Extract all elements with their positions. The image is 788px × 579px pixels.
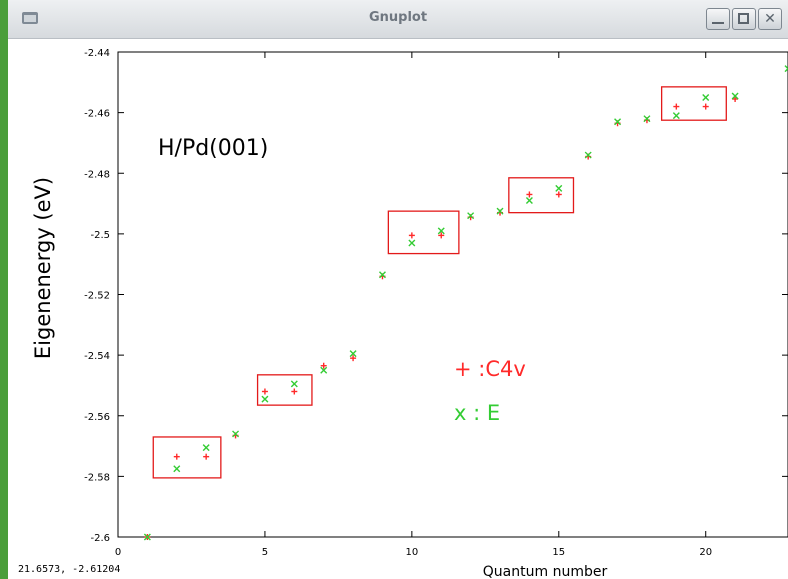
degenerate-pair-box: [256, 374, 313, 406]
data-point-c4v: [291, 388, 298, 395]
data-point-e: [143, 533, 151, 541]
y-tick-label: -2.48: [84, 169, 110, 180]
y-axis-label: Eigenenergy (eV): [31, 177, 55, 359]
data-point-e: [672, 112, 680, 120]
plot-canvas[interactable]: -2.6 -2.58 -2.56 -2.54 -2.52 -2.5 -2.48 -2.46 -2…: [8, 38, 788, 579]
x-tick-label: 0: [115, 547, 121, 558]
app-menu-icon[interactable]: [22, 12, 38, 24]
data-point-c4v: [320, 362, 327, 369]
data-point-c4v: [526, 191, 533, 198]
data-point-e: [378, 271, 386, 279]
data-point-c4v: [203, 453, 210, 460]
data-point-c4v: [732, 95, 739, 102]
legend-entry-c4v: + :C4v: [454, 357, 526, 381]
data-point-e: [643, 115, 651, 123]
x-axis-label: Quantum number: [483, 564, 608, 579]
title-bar[interactable]: Gnuplot ✕: [8, 0, 788, 39]
y-tick-label: -2.52: [84, 291, 110, 302]
degenerate-pair-box: [152, 436, 222, 479]
data-point-c4v: [173, 453, 180, 460]
data-point-c4v: [673, 103, 680, 110]
data-point-c4v: [555, 191, 562, 198]
data-point-e: [525, 197, 533, 205]
degenerate-pair-box: [660, 86, 727, 121]
data-point-e: [290, 380, 298, 388]
window-title: Gnuplot: [368, 10, 428, 25]
y-tick-label: -2.54: [84, 351, 110, 362]
plot-border: [117, 51, 788, 538]
x-tick-label: 15: [552, 547, 565, 558]
data-point-c4v: [702, 103, 709, 110]
data-point-e: [232, 430, 240, 438]
x-tick-label: 20: [699, 547, 712, 558]
data-point-e: [408, 239, 416, 247]
data-point-e: [437, 227, 445, 235]
window-left-border: [0, 0, 8, 579]
data-point-e: [349, 350, 357, 358]
data-point-e: [467, 212, 475, 220]
x-tick-label: 5: [262, 547, 268, 558]
data-point-e: [614, 118, 622, 126]
maximize-icon: [738, 13, 749, 24]
y-tick-label: -2.46: [84, 109, 110, 120]
data-point-e: [173, 465, 181, 473]
data-point-e: [496, 207, 504, 215]
y-tick-label: -2.44: [84, 48, 110, 59]
data-point-c4v: [438, 232, 445, 239]
cursor-coordinates: 21.6573, -2.61204: [18, 564, 121, 575]
data-point-e: [784, 65, 788, 73]
x-tick-label: 10: [405, 547, 418, 558]
y-tick-label: -2.58: [84, 472, 110, 483]
close-button[interactable]: ✕: [758, 8, 782, 30]
y-tick-label: -2.56: [84, 412, 110, 423]
degenerate-pair-box: [508, 177, 575, 214]
minimize-button[interactable]: [706, 8, 730, 30]
data-point-e: [202, 444, 210, 452]
data-point-e: [320, 366, 328, 374]
data-point-c4v: [408, 232, 415, 239]
data-point-e: [702, 93, 710, 101]
data-point-e: [555, 184, 563, 192]
data-point-e: [261, 395, 269, 403]
legend-entry-e: x : E: [454, 401, 500, 425]
data-point-e: [584, 151, 592, 159]
y-tick-label: -2.5: [90, 230, 110, 241]
maximize-button[interactable]: [732, 8, 756, 30]
degenerate-pair-box: [387, 210, 460, 255]
data-point-e: [731, 92, 739, 100]
data-point-c4v: [350, 355, 357, 362]
y-tick-label: -2.6: [90, 533, 110, 544]
system-label: H/Pd(001): [158, 136, 268, 161]
data-point-c4v: [261, 388, 268, 395]
minimize-icon: [712, 22, 724, 24]
